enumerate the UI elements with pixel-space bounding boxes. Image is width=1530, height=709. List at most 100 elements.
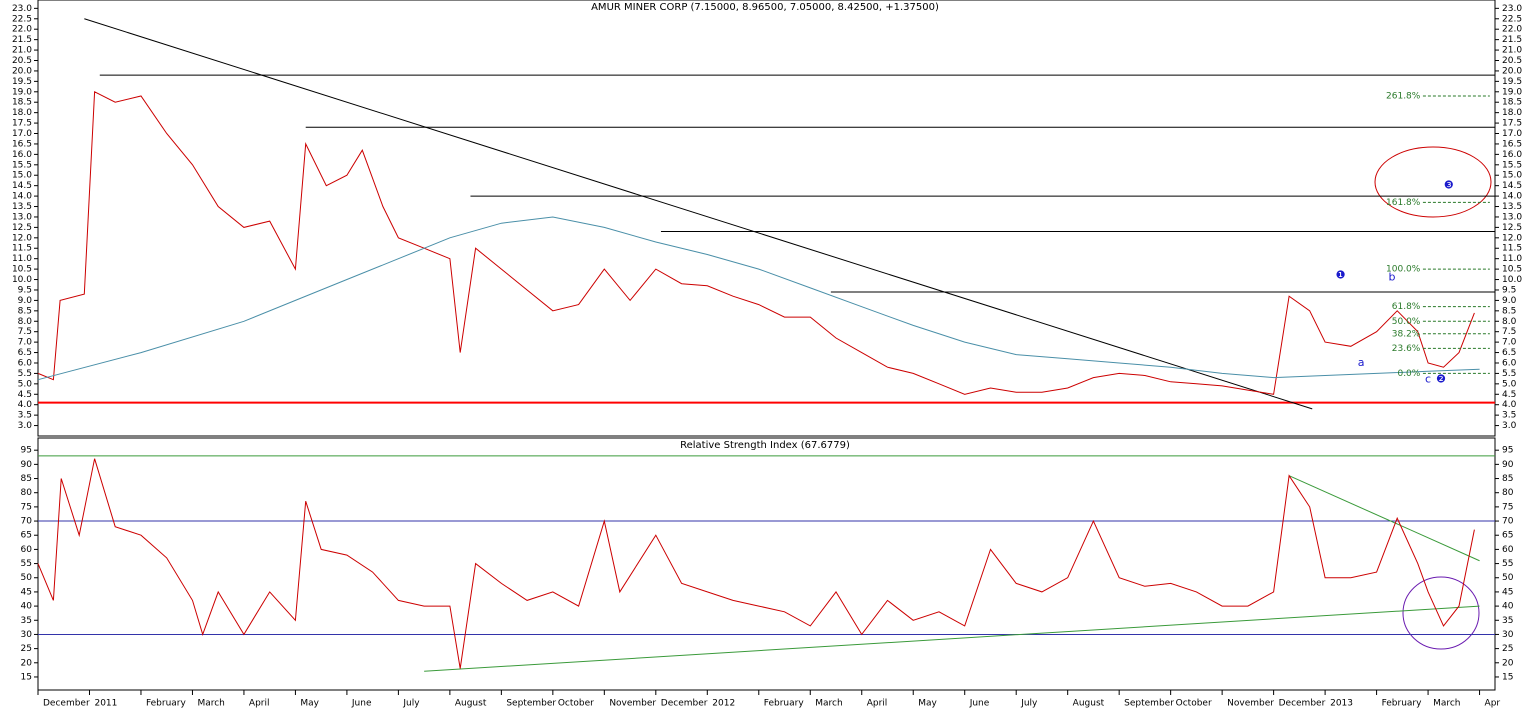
y-tick-label: 11.5	[1502, 244, 1522, 254]
y-tick-label: 7.0	[1502, 338, 1517, 348]
y-tick-label: 5.5	[18, 369, 32, 379]
series-line	[37, 216, 1480, 381]
x-tick-label: September	[1124, 699, 1174, 709]
rsi-panel	[37, 437, 1496, 691]
y-tick-label: 12.0	[12, 233, 32, 243]
y-tick-label: 19.0	[12, 87, 32, 97]
y-tick-label: 60	[21, 545, 33, 555]
x-tick-label: November	[609, 699, 656, 709]
y-tick-label: 55	[21, 559, 32, 569]
y-tick-label: 11.5	[12, 244, 32, 254]
y-tick-label: 50	[21, 573, 33, 583]
trend-line	[424, 605, 1480, 672]
y-tick-label: 21.5	[1502, 35, 1522, 45]
y-tick-label: 18.5	[1502, 98, 1522, 108]
fib-label: 50.0%	[1392, 317, 1421, 327]
x-tick-label: June	[969, 699, 990, 709]
y-tick-label: 22.0	[12, 25, 32, 35]
x-tick-label: December	[43, 699, 90, 709]
y-tick-label: 85	[21, 474, 32, 484]
x-tick-label: December	[1279, 699, 1326, 709]
y-tick-label: 10.0	[12, 275, 32, 285]
fib-label: 261.8%	[1386, 91, 1421, 101]
y-tick-label: 5.0	[18, 379, 33, 389]
y-tick-label: 19.5	[1502, 77, 1522, 87]
y-tick-label: 65	[1502, 531, 1513, 541]
y-tick-label: 10.0	[1502, 275, 1522, 285]
x-tick-label: August	[1073, 699, 1105, 709]
y-tick-label: 6.0	[1502, 358, 1517, 368]
y-tick-label: 18.0	[1502, 108, 1522, 118]
price-panel	[37, 0, 1496, 437]
y-tick-label: 18.5	[12, 98, 32, 108]
y-tick-label: 16.0	[12, 150, 32, 160]
y-tick-label: 14.5	[12, 181, 32, 191]
y-tick-label: 15	[21, 672, 32, 682]
fib-label: 23.6%	[1392, 344, 1421, 354]
chart-title: AMUR MINER CORP (7.15000, 8.96500, 7.050…	[591, 2, 939, 13]
y-tick-label: 19.5	[12, 77, 32, 87]
x-tick-label: March	[197, 699, 224, 709]
y-tick-label: 3.0	[1502, 421, 1517, 431]
y-tick-label: 12.5	[12, 223, 32, 233]
y-tick-label: 3.5	[1502, 411, 1516, 421]
y-tick-label: 95	[21, 446, 32, 456]
y-tick-label: 7.5	[18, 327, 32, 337]
y-tick-label: 10.5	[12, 265, 32, 275]
y-tick-label: 10.5	[1502, 265, 1522, 275]
fib-label: 38.2%	[1392, 329, 1421, 339]
y-tick-label: 5.0	[1502, 379, 1517, 389]
y-tick-label: 3.0	[18, 421, 33, 431]
y-tick-label: 4.0	[18, 400, 33, 410]
x-tick-label: 2011	[94, 699, 117, 709]
x-tick-label: September	[506, 699, 556, 709]
fib-label: 0.0%	[1397, 369, 1420, 379]
y-tick-label: 80	[1502, 488, 1514, 498]
y-tick-label: 9.0	[1502, 296, 1517, 306]
series-line	[37, 458, 1475, 669]
y-tick-label: 15.5	[1502, 160, 1522, 170]
y-tick-label: 23.0	[12, 4, 32, 14]
x-tick-label: July	[1020, 699, 1038, 709]
y-tick-label: 80	[21, 488, 33, 498]
y-tick-label: 17.0	[12, 129, 32, 139]
x-tick-label: October	[558, 699, 594, 709]
y-tick-label: 14.0	[12, 192, 32, 202]
y-tick-label: 20.5	[12, 56, 32, 66]
y-tick-label: 20.5	[1502, 56, 1522, 66]
x-tick-label: April	[249, 699, 270, 709]
y-tick-label: 22.5	[12, 14, 32, 24]
x-tick-label: July	[402, 699, 420, 709]
y-tick-label: 21.0	[12, 46, 32, 56]
y-tick-label: 4.0	[1502, 400, 1517, 410]
y-tick-label: 13.5	[1502, 202, 1522, 212]
y-tick-label: 45	[1502, 587, 1513, 597]
y-tick-label: 9.5	[1502, 285, 1516, 295]
y-tick-label: 22.5	[1502, 14, 1522, 24]
y-tick-label: 22.0	[1502, 25, 1522, 35]
y-tick-label: 75	[1502, 502, 1513, 512]
y-tick-label: 85	[1502, 474, 1513, 484]
trend-line	[84, 18, 1313, 410]
y-tick-label: 9.0	[18, 296, 33, 306]
y-tick-label: 20.0	[12, 66, 32, 76]
y-tick-label: 90	[21, 460, 33, 470]
y-tick-label: 90	[1502, 460, 1514, 470]
y-tick-label: 7.5	[1502, 327, 1516, 337]
x-tick-label: March	[815, 699, 842, 709]
x-tick-label: April	[867, 699, 888, 709]
x-tick-label: Apr	[1485, 699, 1501, 709]
y-tick-label: 11.0	[12, 254, 32, 264]
y-tick-label: 6.5	[18, 348, 32, 358]
trend-line	[1288, 475, 1480, 562]
y-tick-label: 20	[1502, 658, 1514, 668]
y-tick-label: 30	[1502, 630, 1514, 640]
y-tick-label: 5.5	[1502, 369, 1516, 379]
y-tick-label: 40	[1502, 602, 1514, 612]
y-tick-label: 16.5	[1502, 139, 1522, 149]
y-tick-label: 8.5	[1502, 306, 1516, 316]
y-tick-label: 8.5	[18, 306, 32, 316]
y-tick-label: 25	[1502, 644, 1513, 654]
y-tick-label: 65	[21, 531, 32, 541]
